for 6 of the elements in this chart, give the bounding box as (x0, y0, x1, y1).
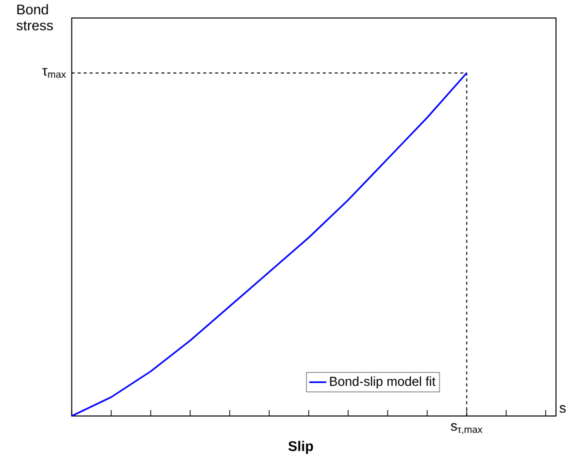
text: s (560, 405, 566, 413)
ref-line-label: τ$_{max}$ (42, 68, 66, 78)
y-axis-title: Bond stress (16, 4, 53, 30)
text: s$_{τ,max}$ (450, 423, 482, 434)
x-axis-title: Slip (288, 440, 314, 454)
legend-label: Bond-slip model fit (330, 376, 436, 389)
